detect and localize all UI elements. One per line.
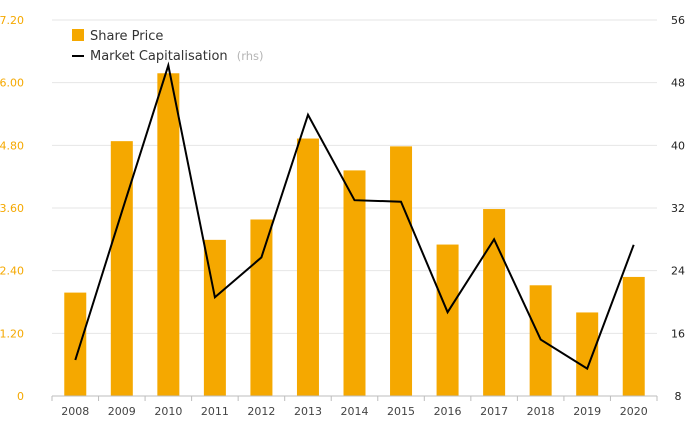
market-cap-line bbox=[74, 61, 635, 371]
legend-label-market-cap: Market Capitalisation (rhs) bbox=[90, 45, 264, 64]
left-tick-label: 4.80 bbox=[0, 139, 24, 152]
legend-label-market-cap-text: Market Capitalisation bbox=[90, 49, 228, 64]
share-price-bar bbox=[390, 146, 413, 396]
left-tick-label: 3.60 bbox=[0, 202, 24, 215]
share-price-bar bbox=[250, 219, 273, 396]
x-tick-label: 2014 bbox=[341, 405, 369, 418]
left-tick-label: 7.20 bbox=[0, 14, 24, 27]
share-price-bar bbox=[343, 170, 366, 396]
x-tick-label: 2018 bbox=[527, 405, 555, 418]
x-tick-label: 2009 bbox=[108, 405, 136, 418]
right-tick-label: 8 bbox=[675, 390, 682, 403]
left-tick-label: 2.40 bbox=[0, 265, 24, 278]
share-price-bar bbox=[296, 138, 319, 397]
left-tick-label: 1.20 bbox=[0, 327, 24, 340]
x-tick-label: 2017 bbox=[480, 405, 508, 418]
right-tick-label: 16 bbox=[671, 327, 685, 340]
left-tick-label: 6.00 bbox=[0, 77, 24, 90]
x-tick-label: 2016 bbox=[434, 405, 462, 418]
legend-label-market-cap-note: (rhs) bbox=[237, 49, 264, 63]
legend: Share Price Market Capitalisation (rhs) bbox=[72, 29, 264, 64]
share-price-bar bbox=[203, 239, 226, 396]
market-cap-line-layer bbox=[74, 61, 635, 371]
share-price-bar bbox=[483, 209, 506, 396]
x-axis: 2008 2009 2010 2011 2012 2013 2014 2015 2016 2017… bbox=[51, 395, 658, 418]
right-tick-label: 48 bbox=[671, 77, 685, 90]
right-tick-label: 40 bbox=[671, 139, 685, 152]
share-price-bar bbox=[64, 292, 87, 396]
share-price-bar bbox=[436, 244, 459, 396]
right-tick-label: 24 bbox=[671, 265, 685, 278]
x-tick-label: 2015 bbox=[387, 405, 415, 418]
right-tick-label: 56 bbox=[671, 14, 685, 27]
x-tick-label: 2010 bbox=[154, 405, 182, 418]
x-tick-label: 2013 bbox=[294, 405, 322, 418]
right-axis: 8 16 24 32 40 48 56 bbox=[671, 14, 685, 403]
x-tick-label: 2008 bbox=[61, 405, 89, 418]
share-price-bar bbox=[110, 141, 133, 396]
left-tick-label: 0 bbox=[17, 390, 24, 403]
share-price-bar bbox=[157, 73, 180, 397]
x-tick-label: 2012 bbox=[247, 405, 275, 418]
legend-swatch-share-price bbox=[72, 29, 84, 41]
left-axis: 0 1.20 2.40 3.60 4.80 6.00 7.20 bbox=[0, 14, 24, 403]
share-price-bars bbox=[64, 73, 645, 397]
x-tick-label: 2020 bbox=[620, 405, 648, 418]
share-price-bar bbox=[622, 276, 645, 396]
legend-label-share-price: Share Price bbox=[90, 29, 163, 44]
right-tick-label: 32 bbox=[671, 202, 685, 215]
x-tick-label: 2011 bbox=[201, 405, 229, 418]
share-price-bar bbox=[576, 312, 599, 396]
x-tick-label: 2019 bbox=[573, 405, 601, 418]
